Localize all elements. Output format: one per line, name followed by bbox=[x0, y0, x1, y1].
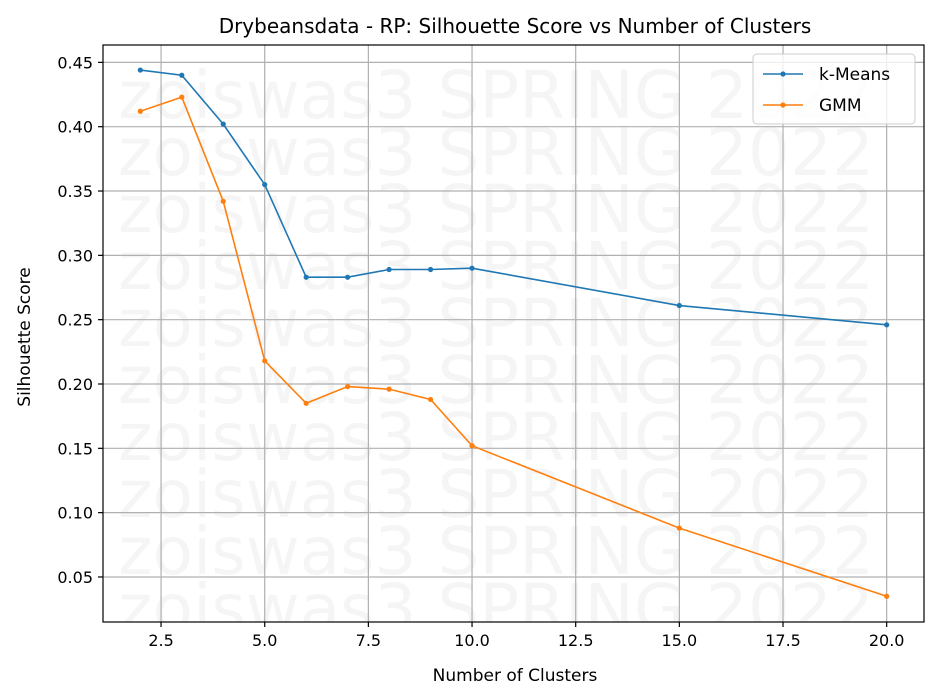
gmm-legend-label: GMM bbox=[819, 96, 862, 116]
gmm-data-point bbox=[676, 525, 682, 531]
k-means-legend-marker bbox=[780, 71, 786, 77]
gmm-data-point bbox=[262, 358, 268, 364]
gmm-data-point bbox=[345, 383, 351, 390]
k-means-data-point bbox=[884, 322, 890, 328]
axes: 2.5 5.0 7.5 10.0 12.5 15.0 17.5 20.0 0.05 0.10 0.1… bbox=[57, 44, 925, 650]
y-tick-label: 0.05 bbox=[57, 568, 93, 587]
legend: k-Means GMM bbox=[752, 53, 916, 125]
y-tick-label: 0.35 bbox=[57, 182, 93, 201]
k-means-data-point bbox=[345, 274, 351, 280]
data-series bbox=[137, 67, 890, 599]
x-tick-label: 10.0 bbox=[454, 631, 490, 650]
x-tick-label: 17.5 bbox=[765, 631, 801, 650]
chart-title: Drybeansdata - RP: Silhouette Score vs N… bbox=[219, 14, 812, 38]
k-means-data-point bbox=[469, 265, 475, 271]
x-tick-label: 2.5 bbox=[148, 631, 173, 650]
gmm-data-point bbox=[220, 198, 226, 204]
y-tick-label: 0.20 bbox=[57, 375, 93, 394]
k-means-data-point bbox=[427, 266, 434, 273]
k-means-data-point bbox=[137, 67, 143, 73]
watermark-text: zoiswas3 SPRING 2022 bbox=[118, 456, 874, 533]
gmm-data-point bbox=[179, 94, 185, 100]
legend-box bbox=[752, 53, 916, 125]
gmm-data-point bbox=[427, 396, 434, 403]
gmm-legend-marker bbox=[780, 102, 786, 108]
y-tick-label: 0.15 bbox=[57, 439, 93, 458]
x-axis-label: Number of Clusters bbox=[433, 666, 598, 686]
gmm-data-point bbox=[386, 386, 392, 392]
grid-lines bbox=[103, 45, 924, 622]
x-tick-label: 7.5 bbox=[356, 631, 381, 650]
k-means-data-point bbox=[179, 72, 185, 78]
k-means-data-point bbox=[386, 266, 392, 273]
k-means-data-point bbox=[676, 302, 682, 309]
k-means-data-point bbox=[220, 121, 226, 127]
gmm-data-point bbox=[303, 400, 309, 406]
watermark-text: zoiswas3 SPRING 2022 bbox=[118, 57, 874, 134]
x-tick-label: 12.5 bbox=[558, 631, 594, 650]
x-tick-label: 15.0 bbox=[662, 631, 698, 650]
plot-frame bbox=[102, 44, 925, 623]
y-tick-label: 0.30 bbox=[57, 246, 93, 265]
k-means-data-point bbox=[262, 181, 268, 188]
y-tick-label: 0.25 bbox=[57, 311, 93, 330]
watermark-text: zoiswas3 SPRING 2022 bbox=[118, 285, 874, 362]
gmm-data-point bbox=[469, 443, 475, 449]
k-means-legend-label: k-Means bbox=[819, 65, 890, 85]
watermark-text: zoiswas3 SPRING 2022 bbox=[118, 228, 874, 305]
gmm-data-point bbox=[137, 108, 143, 114]
y-tick-label: 0.45 bbox=[57, 53, 93, 72]
y-tick-label: 0.10 bbox=[57, 504, 93, 523]
watermark-text: zoiswas3 SPRING 2022 bbox=[118, 342, 874, 419]
y-axis-label: Silhouette Score bbox=[15, 267, 35, 406]
gmm-data-point bbox=[884, 593, 890, 599]
watermark-text: zoiswas3 SPRING 2022 bbox=[118, 171, 874, 248]
x-tick-label: 20.0 bbox=[869, 631, 905, 650]
x-tick-label: 5.0 bbox=[252, 631, 277, 650]
y-tick-label: 0.40 bbox=[57, 118, 93, 137]
k-means-data-point bbox=[303, 274, 309, 280]
watermark-text: zoiswas3 SPRING 2022 bbox=[118, 570, 874, 647]
watermark-text: zoiswas3 SPRING 2022 bbox=[118, 399, 874, 476]
